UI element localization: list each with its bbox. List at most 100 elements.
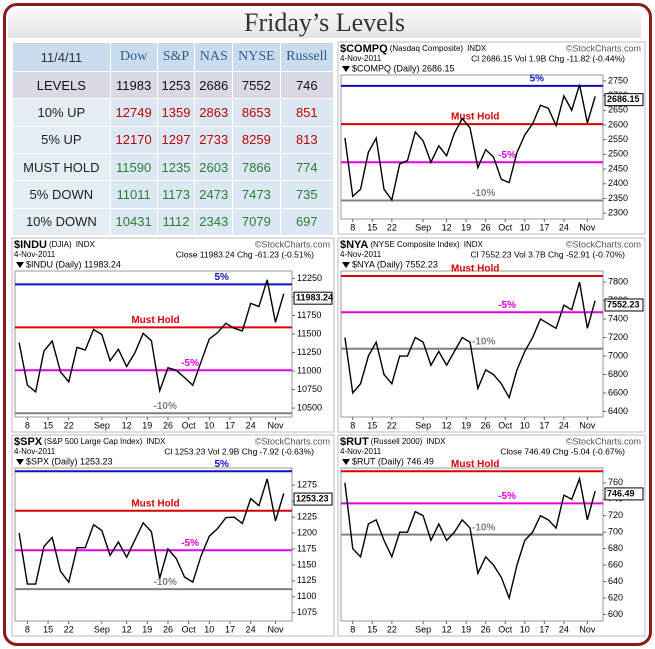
chart-exchange: INDX bbox=[146, 437, 166, 446]
chart-stats: Close 11983.24 Chg -61.23 (-0.51%) bbox=[176, 249, 314, 259]
table-cell: 2473 bbox=[194, 180, 234, 209]
table-cell: 11590 bbox=[109, 152, 158, 182]
y-tick-label: 1175 bbox=[297, 543, 316, 553]
last-value-box bbox=[293, 492, 333, 506]
x-tick-label: 15 bbox=[367, 420, 377, 430]
chart-symbol: $COMPQ bbox=[340, 43, 388, 55]
y-tick-label: 2450 bbox=[608, 163, 628, 173]
chart-legend: $SPX (Daily) 1253.23 bbox=[26, 456, 113, 466]
x-tick-label: 17 bbox=[539, 624, 549, 634]
x-tick-label: 12 bbox=[442, 222, 452, 232]
table-cell: 10431 bbox=[109, 207, 158, 237]
x-tick-label: Oct bbox=[498, 624, 513, 634]
chart-name: (NYSE Composite Index) bbox=[370, 240, 460, 249]
legend-swatch bbox=[342, 66, 350, 72]
y-tick-label: 720 bbox=[608, 510, 623, 520]
table-cell: 2863 bbox=[194, 98, 234, 127]
legend-swatch bbox=[16, 262, 24, 268]
chart-legend: $RUT (Daily) 746.49 bbox=[352, 456, 434, 466]
table-cell: 746 bbox=[279, 71, 335, 100]
chart-symbol: $INDU bbox=[14, 239, 47, 251]
x-tick-label: 26 bbox=[481, 420, 491, 430]
legend-swatch bbox=[342, 459, 350, 465]
x-tick-label: 17 bbox=[225, 420, 235, 430]
x-tick-label: 15 bbox=[367, 222, 377, 232]
table-cell: 1297 bbox=[156, 125, 196, 154]
table-cell: 2603 bbox=[194, 152, 234, 182]
x-tick-label: 22 bbox=[387, 420, 397, 430]
x-tick-label: Nov bbox=[267, 624, 284, 634]
table-row: LEVELS 11983 1253 2686 7552 746 bbox=[12, 71, 335, 100]
legend-swatch bbox=[16, 459, 24, 465]
last-value-box bbox=[293, 291, 333, 305]
level-label: -5% bbox=[181, 538, 199, 549]
x-tick-label: 10 bbox=[520, 624, 530, 634]
chart-legend: $INDU (Daily) 11983.24 bbox=[26, 259, 121, 269]
y-tick-label: 2600 bbox=[608, 119, 628, 129]
x-tick-label: 8 bbox=[25, 624, 30, 634]
last-value: 746.49 bbox=[607, 488, 635, 498]
x-tick-label: 8 bbox=[350, 222, 355, 232]
chart-date: 4-Nov-2011 bbox=[340, 54, 382, 63]
y-tick-label: 11500 bbox=[297, 328, 321, 338]
last-value: 7552.23 bbox=[607, 299, 640, 309]
price-line bbox=[344, 84, 596, 202]
x-tick-label: 24 bbox=[559, 222, 569, 232]
chart-symbol: $SPX bbox=[14, 436, 43, 448]
chart-date: 4-Nov-2011 bbox=[14, 447, 56, 456]
table-cell: 1173 bbox=[156, 180, 196, 209]
y-tick-label: 7200 bbox=[608, 332, 628, 342]
table-cell: 8653 bbox=[232, 98, 281, 127]
chart-date: 4-Nov-2011 bbox=[340, 250, 382, 259]
level-label: 5% bbox=[214, 459, 229, 470]
panel-bg bbox=[337, 237, 646, 433]
y-tick-label: 2350 bbox=[608, 193, 628, 203]
y-tick-label: 2400 bbox=[608, 178, 628, 188]
x-tick-label: 12 bbox=[442, 624, 452, 634]
chart-date: 4-Nov-2011 bbox=[340, 447, 382, 456]
chart-exchange: INDX bbox=[464, 240, 484, 249]
price-line bbox=[344, 281, 596, 400]
level-label: Must Hold bbox=[451, 112, 499, 123]
x-tick-label: 22 bbox=[64, 420, 74, 430]
x-tick-label: Nov bbox=[579, 222, 596, 232]
table-cell: 2343 bbox=[194, 207, 234, 237]
level-label: 5% bbox=[530, 74, 545, 85]
plot-area bbox=[14, 270, 293, 418]
x-tick-label: 22 bbox=[387, 624, 397, 634]
table-cell: Russell bbox=[279, 41, 335, 73]
x-tick-label: 17 bbox=[539, 222, 549, 232]
levels-table: 11/4/11 Dow S&P NAS NYSE Russell LEVELS 11983 12… bbox=[12, 41, 335, 237]
table-cell: 1359 bbox=[156, 98, 196, 127]
table-cell: 12749 bbox=[109, 98, 158, 127]
x-tick-label: Nov bbox=[579, 420, 596, 430]
y-tick-label: 1125 bbox=[297, 575, 316, 585]
x-tick-label: Nov bbox=[267, 420, 284, 430]
table-cell: 10% DOWN bbox=[12, 207, 111, 237]
last-value-box bbox=[604, 487, 644, 501]
chart-symbol: $RUT bbox=[340, 436, 369, 448]
y-tick-label: 11750 bbox=[297, 310, 321, 320]
level-label: -5% bbox=[498, 491, 516, 502]
x-tick-label: Oct bbox=[182, 420, 197, 430]
x-tick-label: 12 bbox=[442, 420, 452, 430]
chart-name: (Russell 2000) bbox=[371, 437, 423, 446]
x-tick-label: 10 bbox=[204, 624, 214, 634]
y-tick-label: 1275 bbox=[297, 480, 317, 490]
x-tick-label: 8 bbox=[350, 420, 355, 430]
y-tick-label: 1200 bbox=[297, 527, 317, 537]
page-title: Friday’s Levels bbox=[8, 8, 641, 38]
level-label: Must Hold bbox=[131, 315, 179, 326]
y-tick-label: 12250 bbox=[297, 273, 322, 283]
x-tick-label: 12 bbox=[122, 420, 132, 430]
chart-name: (Nasdaq Composite) bbox=[390, 44, 464, 53]
x-tick-label: 15 bbox=[367, 624, 377, 634]
table-row: 5% UP 12170 1297 2733 8259 813 bbox=[12, 125, 335, 154]
x-tick-label: 19 bbox=[461, 420, 471, 430]
table-row: 10% DOWN 10431 1112 2343 7079 697 bbox=[12, 207, 335, 237]
y-tick-label: 2300 bbox=[608, 207, 628, 217]
level-label: -10% bbox=[472, 336, 495, 347]
x-tick-label: 10 bbox=[520, 222, 530, 232]
level-label: -10% bbox=[472, 522, 495, 533]
